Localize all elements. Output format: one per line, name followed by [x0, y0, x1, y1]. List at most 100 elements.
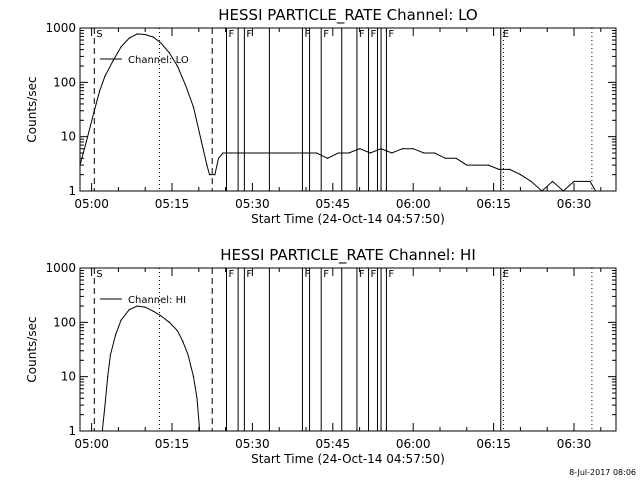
series-point: [120, 319, 122, 321]
series-point: [206, 164, 208, 166]
series-point: [115, 333, 117, 335]
x-tick-label: 06:15: [476, 437, 511, 451]
series-point: [401, 148, 404, 150]
series-point: [230, 152, 232, 154]
series-point: [380, 148, 382, 150]
series-point: [136, 305, 138, 307]
series-point: [144, 306, 146, 308]
series-point: [326, 157, 329, 159]
marker-label: F: [323, 29, 329, 40]
series-point: [187, 354, 189, 356]
y-tick-label: 100: [53, 315, 76, 329]
series-point: [168, 52, 170, 54]
series-point: [594, 190, 597, 192]
series-point: [337, 152, 339, 154]
series-point: [99, 90, 101, 92]
series-point: [199, 430, 201, 432]
series-point: [273, 152, 275, 154]
series-point: [316, 152, 318, 154]
series-point: [444, 157, 446, 159]
series-point: [192, 106, 195, 108]
x-tick-label: 06:15: [476, 197, 511, 211]
marker-label: F: [371, 269, 377, 280]
x-tick-label: 05:00: [74, 437, 109, 451]
series-point: [509, 168, 511, 170]
x-tick-label: 05:15: [155, 197, 190, 211]
y-tick-label: 1000: [45, 21, 76, 35]
series-point: [144, 33, 146, 36]
marker-label: F: [371, 29, 377, 40]
marker-label: F: [359, 269, 365, 280]
series-point: [200, 141, 203, 143]
plot-frame: [79, 267, 617, 432]
x-axis-label: Start Time (24-Oct-14 04:57:50): [251, 452, 445, 466]
series-point: [348, 152, 350, 154]
series-point: [423, 152, 425, 154]
series-point: [466, 164, 468, 166]
x-tick-label: 05:30: [235, 437, 270, 451]
series-point: [160, 42, 162, 45]
series-point: [434, 152, 436, 154]
x-axis-label: Start Time (24-Oct-14 04:57:50): [251, 212, 445, 226]
y-tick-label: 100: [53, 75, 76, 89]
x-tick-label: 05:45: [316, 197, 351, 211]
series-point: [222, 152, 224, 154]
marker-label: S: [96, 269, 102, 280]
legend-label: Channel: LO: [128, 55, 189, 66]
series-point: [369, 152, 371, 154]
series-point: [562, 190, 564, 192]
series-point: [294, 152, 296, 154]
x-tick-label: 06:00: [396, 437, 431, 451]
series-point: [184, 84, 187, 86]
y-tick-label: 1: [68, 424, 76, 438]
series-point: [160, 315, 162, 317]
series-point: [104, 404, 106, 406]
chart-panel-lo: HESSI PARTICLE_RATE Channel: LO 1 10 100 100…: [25, 6, 617, 226]
series-point: [196, 397, 198, 399]
series-point: [192, 376, 195, 378]
series-point: [241, 152, 243, 154]
y-tick-label: 1: [68, 184, 76, 198]
y-tick-label: 10: [61, 370, 76, 384]
marker-label: F: [359, 29, 365, 40]
series-point: [283, 152, 286, 154]
series-point: [217, 157, 220, 159]
series-point: [412, 148, 414, 150]
marker-label: E: [503, 269, 509, 280]
series-point: [176, 330, 178, 332]
series-point: [498, 168, 500, 170]
marker-label: F: [304, 269, 310, 280]
chart-panel-hi: HESSI PARTICLE_RATE Channel: HI 1 10 100 100…: [25, 246, 617, 466]
series-point: [93, 110, 95, 112]
series-point: [79, 164, 81, 166]
footer-timestamp: 8-Jul-2017 08:06: [569, 468, 636, 477]
series-point: [176, 65, 178, 67]
x-tick-label: 05:00: [74, 197, 109, 211]
series-point: [120, 46, 122, 48]
series-point: [251, 152, 254, 154]
y-tick-label: 1000: [45, 261, 76, 275]
series-point: [101, 430, 103, 432]
series-point: [152, 310, 154, 312]
x-tick-label: 05:45: [316, 437, 351, 451]
series-point: [589, 180, 591, 183]
series-point: [112, 60, 114, 62]
series-point: [573, 180, 575, 183]
series-point: [136, 33, 138, 35]
series-point: [530, 180, 532, 183]
series-point: [551, 180, 554, 183]
marker-label: F: [304, 29, 310, 40]
series-line: [101, 305, 201, 432]
series-point: [128, 37, 130, 39]
y-axis-label: Counts/sec: [25, 76, 39, 142]
y-tick-label: 10: [61, 130, 76, 144]
marker-label: S: [96, 29, 102, 40]
marker-label: F: [388, 269, 394, 280]
x-tick-label: 05:30: [235, 197, 270, 211]
series-point: [214, 174, 216, 176]
y-axis-label: Counts/sec: [25, 316, 39, 382]
marker-label: F: [246, 269, 252, 280]
marker-label: F: [229, 269, 235, 280]
series-point: [487, 164, 489, 166]
